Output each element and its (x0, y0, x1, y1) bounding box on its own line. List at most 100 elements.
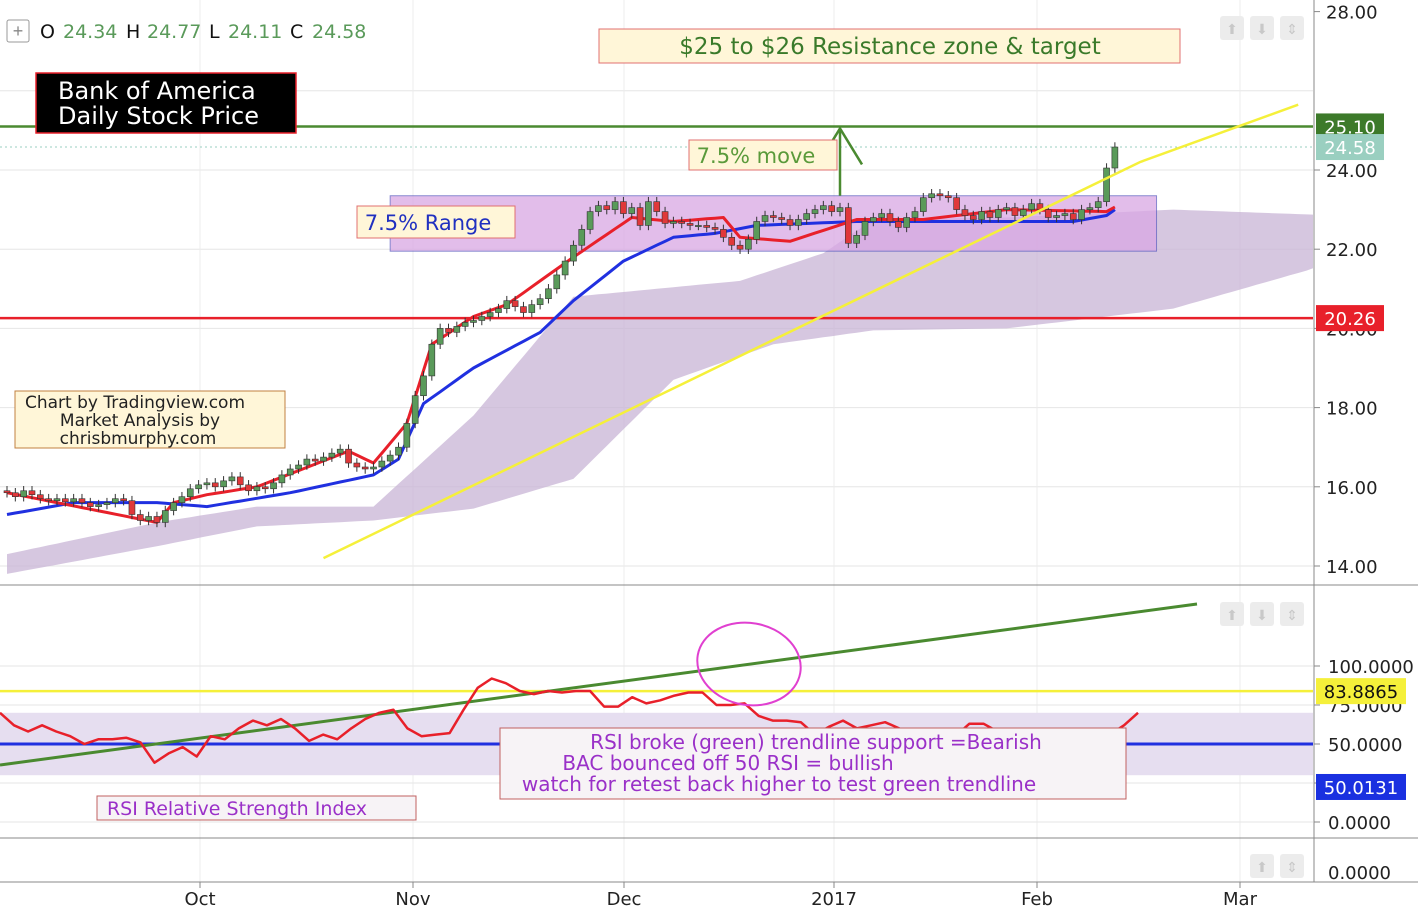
candle-body (336, 448, 344, 454)
candle (678, 216, 686, 229)
candle (603, 200, 611, 215)
candle (903, 212, 910, 233)
candle-body (470, 320, 477, 323)
range-note-bg[interactable] (356, 205, 516, 239)
candle (478, 311, 486, 326)
arrow-up-icon: ⬆ (1256, 859, 1268, 875)
candle (1061, 208, 1069, 221)
candle-body (1111, 146, 1119, 169)
candle (345, 444, 352, 468)
credit-note-bg[interactable] (14, 390, 286, 449)
volume-move-up-button[interactable] (1250, 854, 1274, 878)
rsi-move-up-button[interactable] (1220, 602, 1244, 626)
open-value: 24.34 (63, 21, 117, 43)
candle (461, 317, 469, 332)
candle-body (628, 207, 636, 214)
candle (1003, 202, 1010, 215)
candle (161, 505, 169, 528)
candle (503, 295, 511, 314)
date-tick-label: Nov (395, 889, 430, 910)
date-tick-label: Oct (184, 889, 215, 910)
candle-body (1053, 215, 1060, 218)
collapse-legend-button[interactable] (6, 19, 30, 43)
candle-body (411, 395, 419, 424)
candle-body (328, 452, 336, 458)
candle-body (403, 423, 411, 448)
candle (703, 220, 711, 233)
maximize-button[interactable] (1280, 16, 1304, 40)
volume-axis-zero: 0.0000 (1328, 863, 1391, 884)
resistance-note-text: $25 to $26 Resistance zone & target (679, 34, 1100, 60)
candle (636, 202, 644, 231)
badge-support[interactable]: 20.26 (1316, 305, 1384, 332)
candle (453, 321, 461, 338)
candle-body (420, 375, 427, 397)
candle (961, 204, 969, 221)
candle-body (70, 498, 77, 503)
price-trendline (322, 103, 1299, 560)
candle-body (303, 458, 311, 466)
candle (95, 499, 102, 512)
candle-body (828, 205, 835, 212)
candle (395, 442, 402, 460)
move-up-button[interactable] (1220, 16, 1244, 40)
candle-body (220, 480, 227, 488)
badge-support-text: 20.26 (1324, 309, 1376, 330)
candle-body (428, 343, 436, 377)
candle-body (903, 217, 910, 228)
badge-rsi-upper[interactable]: 83.8865 (1316, 678, 1406, 705)
candle-body (994, 209, 1002, 218)
badge-rsi-current[interactable]: 50.0131 (1316, 773, 1406, 800)
candle (653, 196, 661, 217)
rsi-break-circle (696, 621, 802, 707)
title-box-bg[interactable] (35, 72, 297, 134)
candle (528, 299, 536, 318)
candle-body (553, 274, 561, 290)
candle-body (186, 488, 194, 497)
candle-body (670, 221, 677, 224)
candle-body (1003, 207, 1010, 210)
rsi-note-bg[interactable] (499, 727, 1127, 800)
candle (78, 493, 86, 508)
candle (1086, 202, 1094, 215)
candle-body (145, 516, 152, 521)
candle-body (711, 227, 719, 230)
rsi-label-bg[interactable] (96, 795, 417, 821)
candle (336, 444, 344, 458)
rsi-note-line1: RSI broke (green) trendline support =Bea… (590, 730, 1042, 754)
candle (670, 216, 677, 229)
candle-body (845, 207, 852, 244)
candle-body (653, 201, 661, 212)
candle (495, 303, 502, 318)
candle (820, 200, 827, 215)
candle (870, 212, 877, 227)
candle-body (395, 446, 402, 456)
candle (936, 189, 944, 201)
range-note: 7.5% Range (356, 205, 516, 239)
candle-body (228, 476, 236, 482)
rsi-maximize-button[interactable] (1280, 602, 1304, 626)
candle (711, 222, 719, 235)
candle-body (378, 460, 386, 468)
move-down-button[interactable] (1250, 16, 1274, 40)
candle (728, 232, 736, 250)
candles (3, 142, 1119, 528)
candle-body (153, 516, 161, 523)
candle (978, 206, 985, 225)
candle-body (1086, 207, 1094, 210)
resistance-note-bg[interactable] (598, 28, 1181, 64)
candle (411, 390, 419, 429)
move-note-bg[interactable] (688, 139, 838, 171)
candle-body (961, 209, 969, 216)
candle-body (511, 300, 519, 307)
expand-icon: ⇕ (1286, 859, 1298, 875)
candle (661, 206, 669, 229)
price-tick-label: 16.00 (1326, 478, 1378, 499)
volume-maximize-button[interactable] (1280, 854, 1304, 878)
candle (1053, 210, 1060, 223)
rsi-move-down-button[interactable] (1250, 602, 1274, 626)
candle (303, 454, 311, 470)
cloud-area (7, 209, 1313, 574)
badge-last-close[interactable]: 24.58 (1316, 134, 1384, 161)
candle (128, 495, 136, 520)
